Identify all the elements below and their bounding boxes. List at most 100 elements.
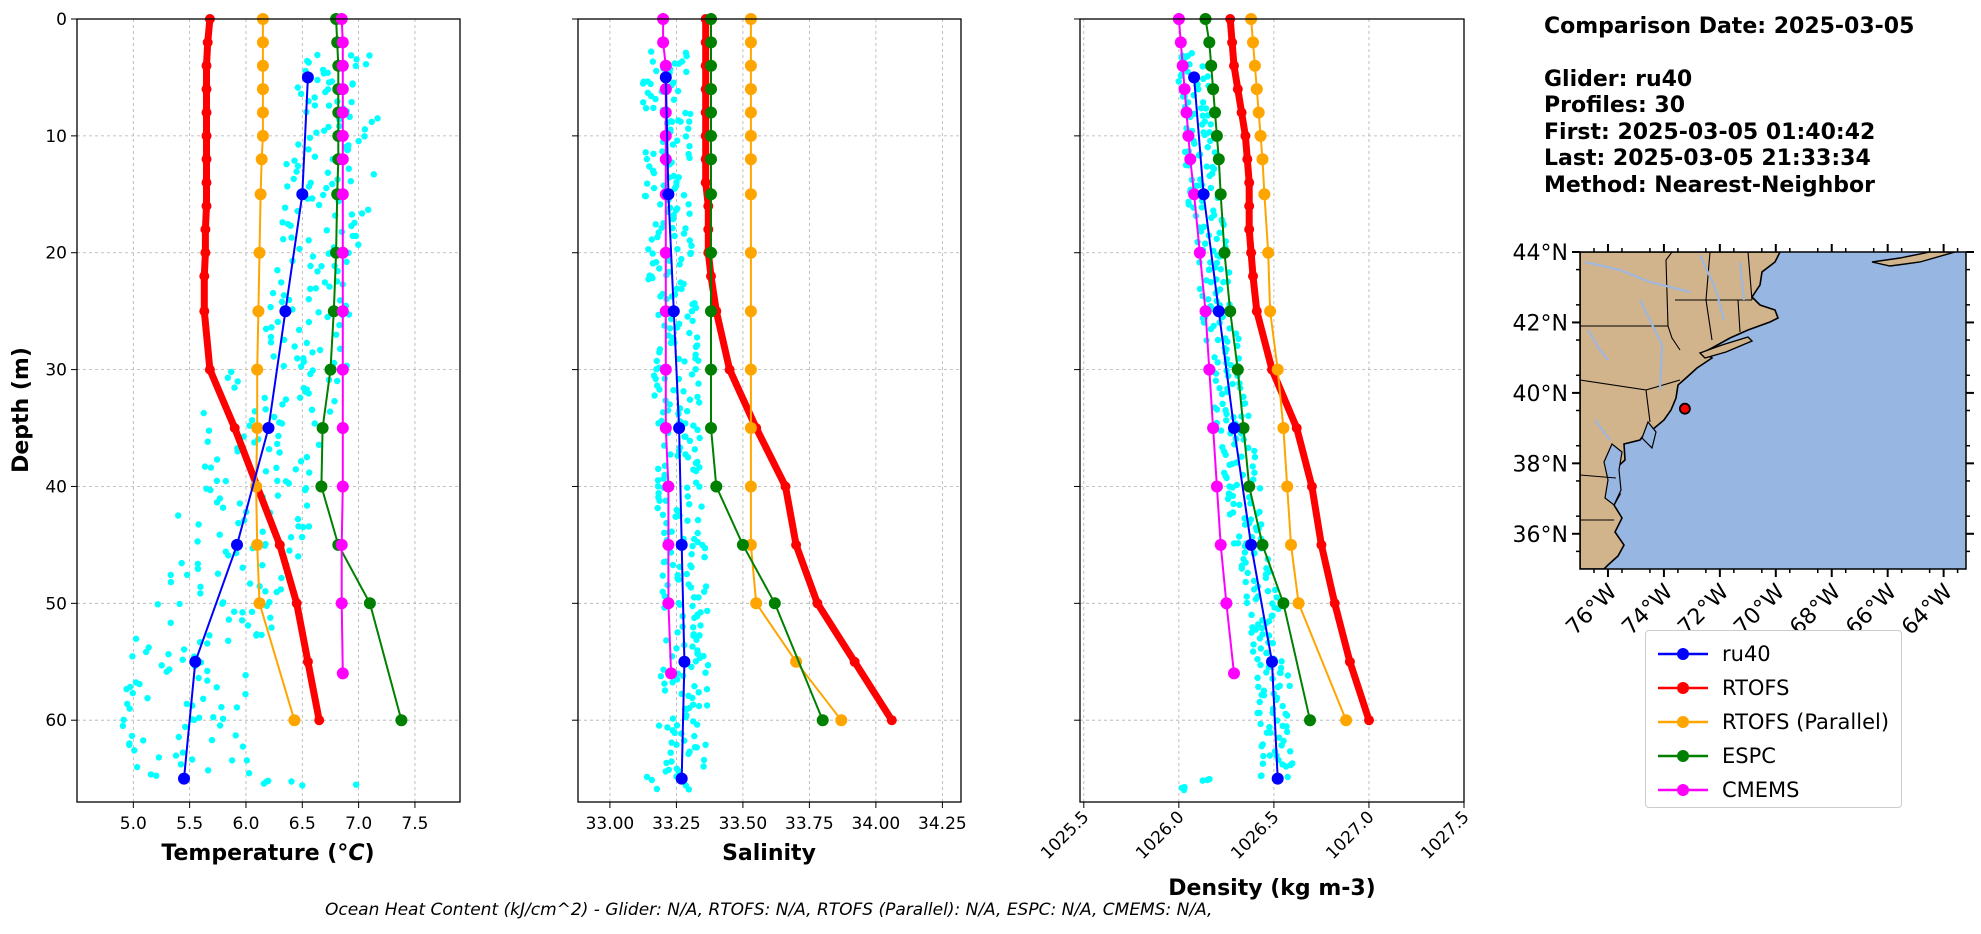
glider-data-point [700, 763, 707, 770]
salinity-axis-label: Salinity [722, 841, 816, 866]
glider-data-point [353, 56, 360, 63]
glider-data-point [694, 538, 701, 546]
glider-data-point [313, 129, 320, 136]
glider-data-point [236, 500, 243, 507]
glider-data-point [315, 309, 322, 316]
legend-swatch [1658, 784, 1708, 796]
series-point [705, 36, 717, 49]
glider-data-point [654, 477, 662, 484]
series-point [1277, 597, 1290, 610]
glider-data-point [219, 504, 227, 511]
glider-data-point [119, 722, 127, 730]
glider-data-point [216, 531, 223, 538]
series-point [1210, 129, 1223, 142]
glider-data-point [1255, 683, 1262, 691]
glider-data-point [680, 192, 688, 199]
glider-data-point [647, 80, 654, 88]
series-point [1227, 37, 1238, 48]
x-tick-label: 34.25 [918, 814, 967, 834]
glider-data-point [309, 195, 316, 202]
glider-data-point [311, 420, 318, 427]
rtofs-series [199, 14, 325, 726]
glider-data-point [698, 503, 705, 510]
glider-data-point [355, 137, 362, 145]
glider-data-point [268, 624, 275, 631]
glider-data-point [684, 408, 691, 415]
glider-data-point [1206, 129, 1213, 136]
glider-data-point [655, 722, 663, 729]
glider-data-point [685, 750, 692, 758]
glider-data-point [655, 311, 662, 319]
ru40-series [1188, 71, 1284, 785]
glider-data-point [311, 153, 319, 160]
series-point [1292, 597, 1305, 610]
glider-data-point [684, 313, 691, 320]
glider-data-point [690, 466, 697, 473]
glider-data-point [194, 565, 202, 572]
glider-data-point [695, 594, 702, 601]
salinity-axes: 33.00 33.25 33.50 33.75 34.00 34.25 Salinity [572, 13, 967, 866]
cmems-series [335, 13, 349, 680]
glider-data-point [291, 157, 298, 164]
glider-data-point [678, 58, 686, 65]
x-tick-label: 33.50 [719, 814, 768, 834]
glider-data-point [1283, 723, 1290, 730]
glider-data-point [309, 253, 317, 260]
series-point [705, 153, 717, 166]
glider-data-point [259, 528, 266, 535]
glider-data-point [1241, 400, 1249, 407]
x-tick-label: 5.5 [176, 814, 203, 834]
series-point [724, 364, 735, 375]
glider-data-point [1245, 444, 1252, 451]
series-point [302, 656, 313, 667]
glider-data-point [314, 51, 321, 59]
glider-data-point [132, 679, 140, 686]
glider-data-point [1181, 783, 1188, 791]
glider-data-point [1282, 710, 1289, 718]
glider-data-point [288, 234, 295, 241]
series-point [705, 305, 717, 318]
glider-data-point [291, 343, 298, 350]
glider-data-point [311, 102, 319, 109]
glider-data-point [307, 370, 314, 378]
glider-data-point [1242, 578, 1249, 586]
glider-data-point [214, 570, 222, 577]
series-point [705, 59, 717, 72]
series-line [1204, 18, 1311, 721]
map-state-borders [1580, 252, 1753, 521]
glider-data-point [172, 752, 180, 759]
glider-data-point [167, 571, 174, 579]
glider-data-point [657, 293, 664, 300]
glider-data-point [334, 377, 341, 385]
glider-data-point [686, 396, 694, 403]
glider-data-point [128, 732, 136, 740]
glider-data-point [273, 588, 280, 596]
glider-data-point [204, 640, 211, 647]
series-point [201, 84, 212, 95]
glider-data-point [1257, 772, 1265, 780]
series-point [204, 364, 215, 375]
glider-data-point [1263, 729, 1271, 736]
glider-data-point [1268, 612, 1276, 619]
series-point [1254, 129, 1267, 142]
glider-data-point [666, 325, 674, 332]
glider-data-point [692, 343, 700, 350]
series-line [1177, 18, 1235, 674]
glider-data-point [649, 250, 656, 257]
glider-data-point [700, 756, 708, 764]
series-point [1214, 188, 1227, 201]
glider-data-point [1219, 400, 1226, 407]
glider-data-point [642, 149, 649, 156]
glider-data-point [294, 162, 302, 170]
glider-data-point [290, 175, 297, 183]
glider-data-point [663, 759, 670, 767]
glider-data-point [294, 515, 302, 523]
glider-data-point [1216, 229, 1223, 236]
glider-data-point [1284, 672, 1292, 679]
glider-data-point [668, 118, 676, 126]
glider-data-point [1211, 354, 1218, 361]
series-point [1242, 154, 1253, 165]
series-point [780, 481, 791, 492]
glider-data-point [1248, 611, 1255, 618]
glider-data-point [242, 690, 249, 698]
